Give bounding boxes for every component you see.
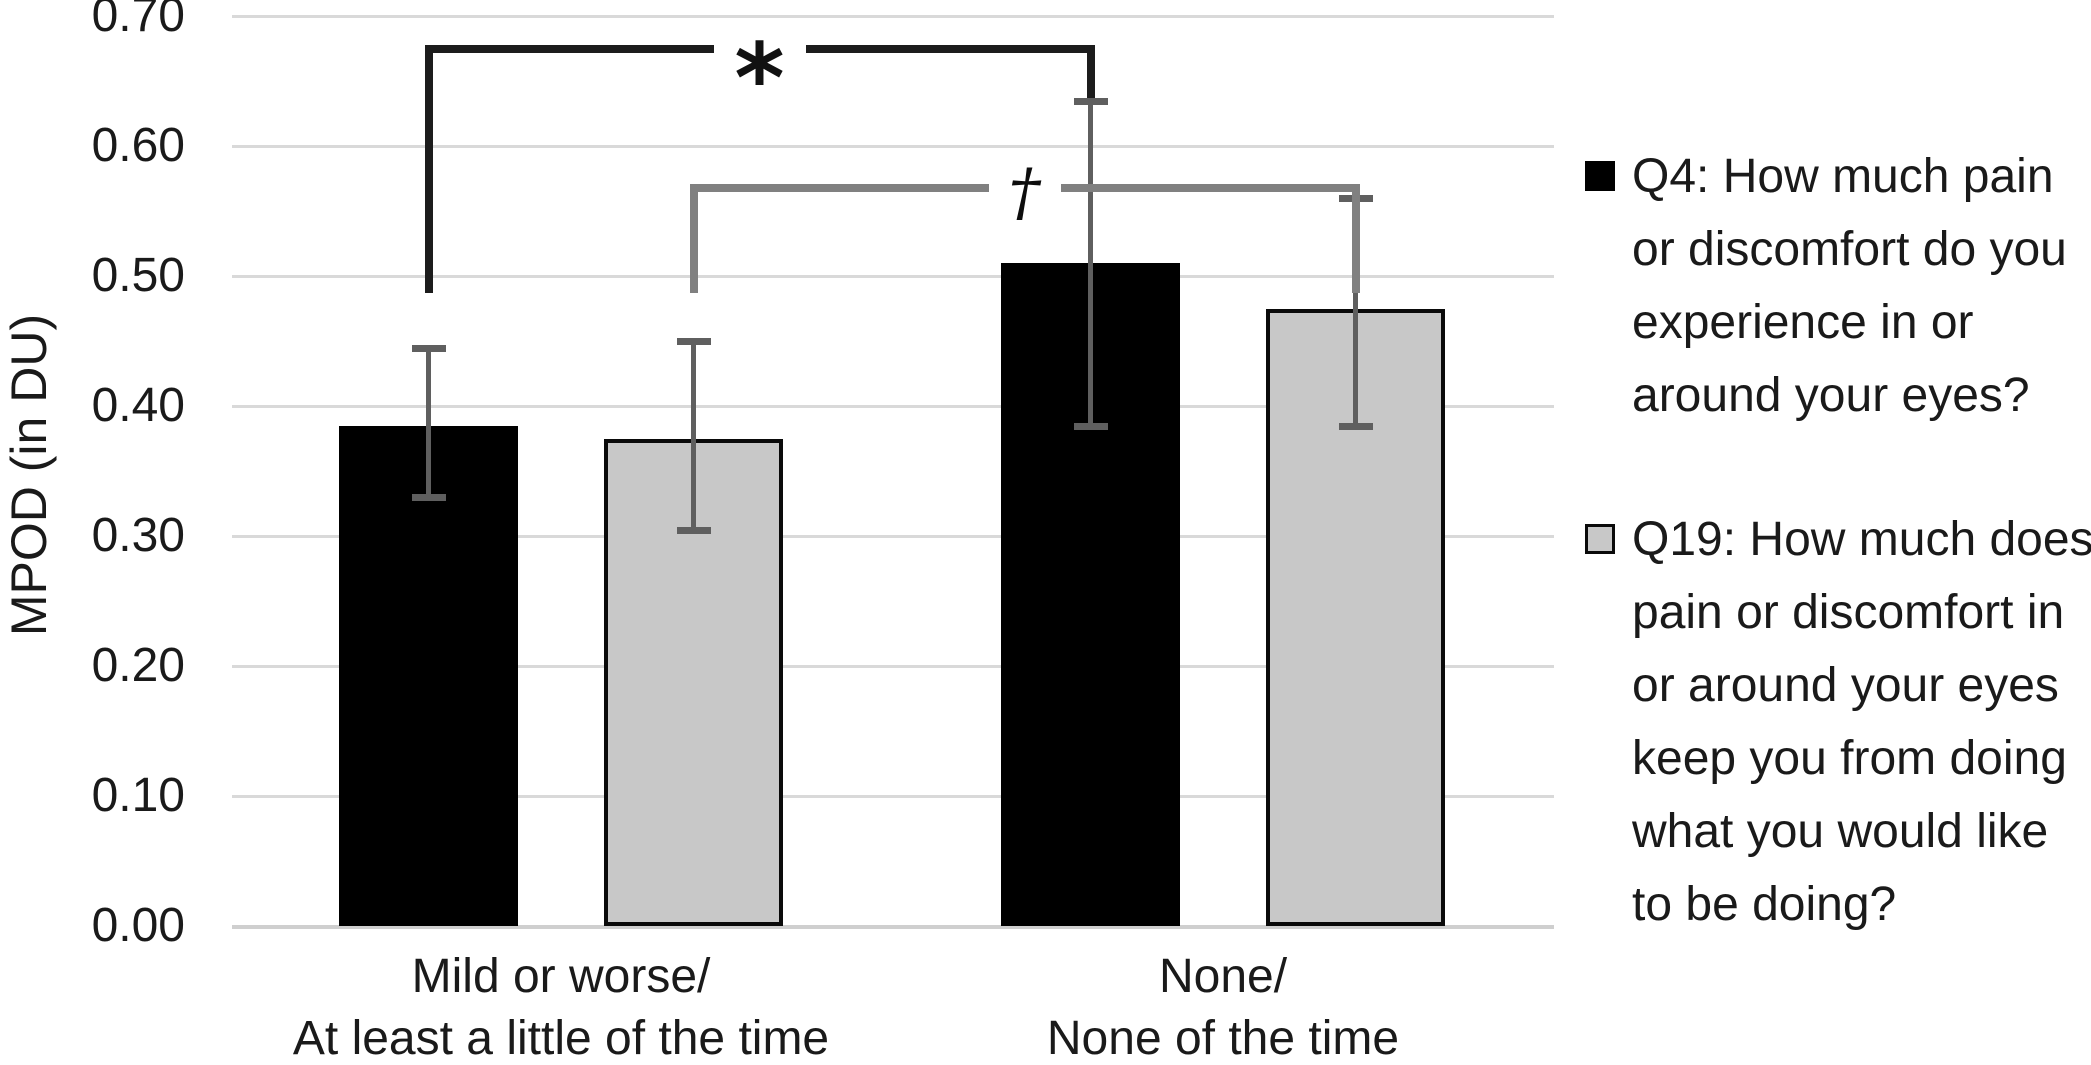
y-tick-label: 0.70 <box>91 0 185 42</box>
error-bar-cap-top <box>1073 97 1108 105</box>
y-tick-label: 0.40 <box>91 379 185 432</box>
significance-dagger: † <box>1008 155 1041 230</box>
significance-bracket-leg <box>424 44 433 293</box>
legend-text-line: what you would like <box>1632 805 2049 858</box>
y-tick-label: 0.20 <box>91 639 185 692</box>
error-bar-cap-bottom <box>676 526 711 534</box>
gridline <box>232 145 1554 148</box>
error-bar-q4-group2 <box>1088 100 1093 426</box>
legend-text-line: Q4: How much pain <box>1632 150 2054 203</box>
y-tick-label: 0.50 <box>91 249 185 302</box>
error-bar-cap-bottom <box>411 494 446 501</box>
x-category-label-line: None of the time <box>1046 1012 1400 1065</box>
significance-bracket-leg <box>689 183 698 293</box>
x-category-label-line: None/ <box>1158 950 1288 1003</box>
legend-item-q19-text: Q19: How much does pain or discomfort in… <box>1632 503 2091 941</box>
y-axis-title: MPOD (in DU) <box>1 313 57 637</box>
error-bar-cap-top <box>411 344 446 352</box>
error-bar-q19-group1 <box>691 341 696 530</box>
significance-bracket-bar <box>1060 183 1360 192</box>
error-bar-q4-group1 <box>426 347 431 497</box>
legend-text-line: around your eyes? <box>1632 369 2030 422</box>
x-category-label-group1: Mild or worse/ At least a little of the … <box>181 946 941 1065</box>
q4-series-swatch-icon <box>1585 161 1615 191</box>
legend-text-line: Q19: How much does <box>1632 513 2091 566</box>
bar-q4-group1 <box>339 425 518 926</box>
y-tick-label: 0.00 <box>91 899 185 952</box>
error-bar-cap-bottom <box>1073 422 1108 430</box>
error-bar-q19-group2 <box>1353 198 1358 426</box>
gridline <box>232 405 1554 408</box>
legend-text-line: or discomfort do you <box>1632 223 2067 276</box>
error-bar-cap-top <box>676 338 711 345</box>
gridline <box>232 665 1554 668</box>
significance-asterisk: * <box>734 22 785 135</box>
gridline <box>232 15 1554 18</box>
legend-text-line: or around your eyes <box>1632 659 2059 712</box>
y-tick-label: 0.60 <box>91 119 185 172</box>
error-bar-cap-bottom <box>1338 422 1373 430</box>
gridline <box>232 275 1554 278</box>
significance-bracket-leg <box>1351 183 1360 293</box>
x-category-label-line: Mild or worse/ <box>411 950 711 1003</box>
gridline <box>232 795 1554 798</box>
legend-text-line: experience in or <box>1632 296 1974 349</box>
legend-item-q4-text: Q4: How much pain or discomfort do you e… <box>1632 140 2067 432</box>
legend-text-line: keep you from doing <box>1632 732 2067 785</box>
legend-text-line: to be doing? <box>1632 878 1897 931</box>
x-axis-line <box>232 925 1554 929</box>
y-tick-label: 0.30 <box>91 509 185 562</box>
significance-bracket-bar <box>805 44 1095 53</box>
legend-text-line: pain or discomfort in <box>1632 586 2065 639</box>
x-category-label-line: At least a little of the time <box>292 1012 830 1065</box>
legend-item-q19: Q19: How much does pain or discomfort in… <box>1585 503 2091 941</box>
x-category-label-group2: None/ None of the time <box>843 946 1603 1065</box>
y-tick-label: 0.10 <box>91 769 185 822</box>
gridline <box>232 535 1554 538</box>
significance-bracket-bar <box>689 183 989 192</box>
significance-bracket-bar <box>424 44 714 53</box>
q19-series-swatch-icon <box>1585 524 1615 554</box>
significance-bracket-leg <box>1086 44 1095 98</box>
legend-item-q4: Q4: How much pain or discomfort do you e… <box>1585 140 2067 432</box>
